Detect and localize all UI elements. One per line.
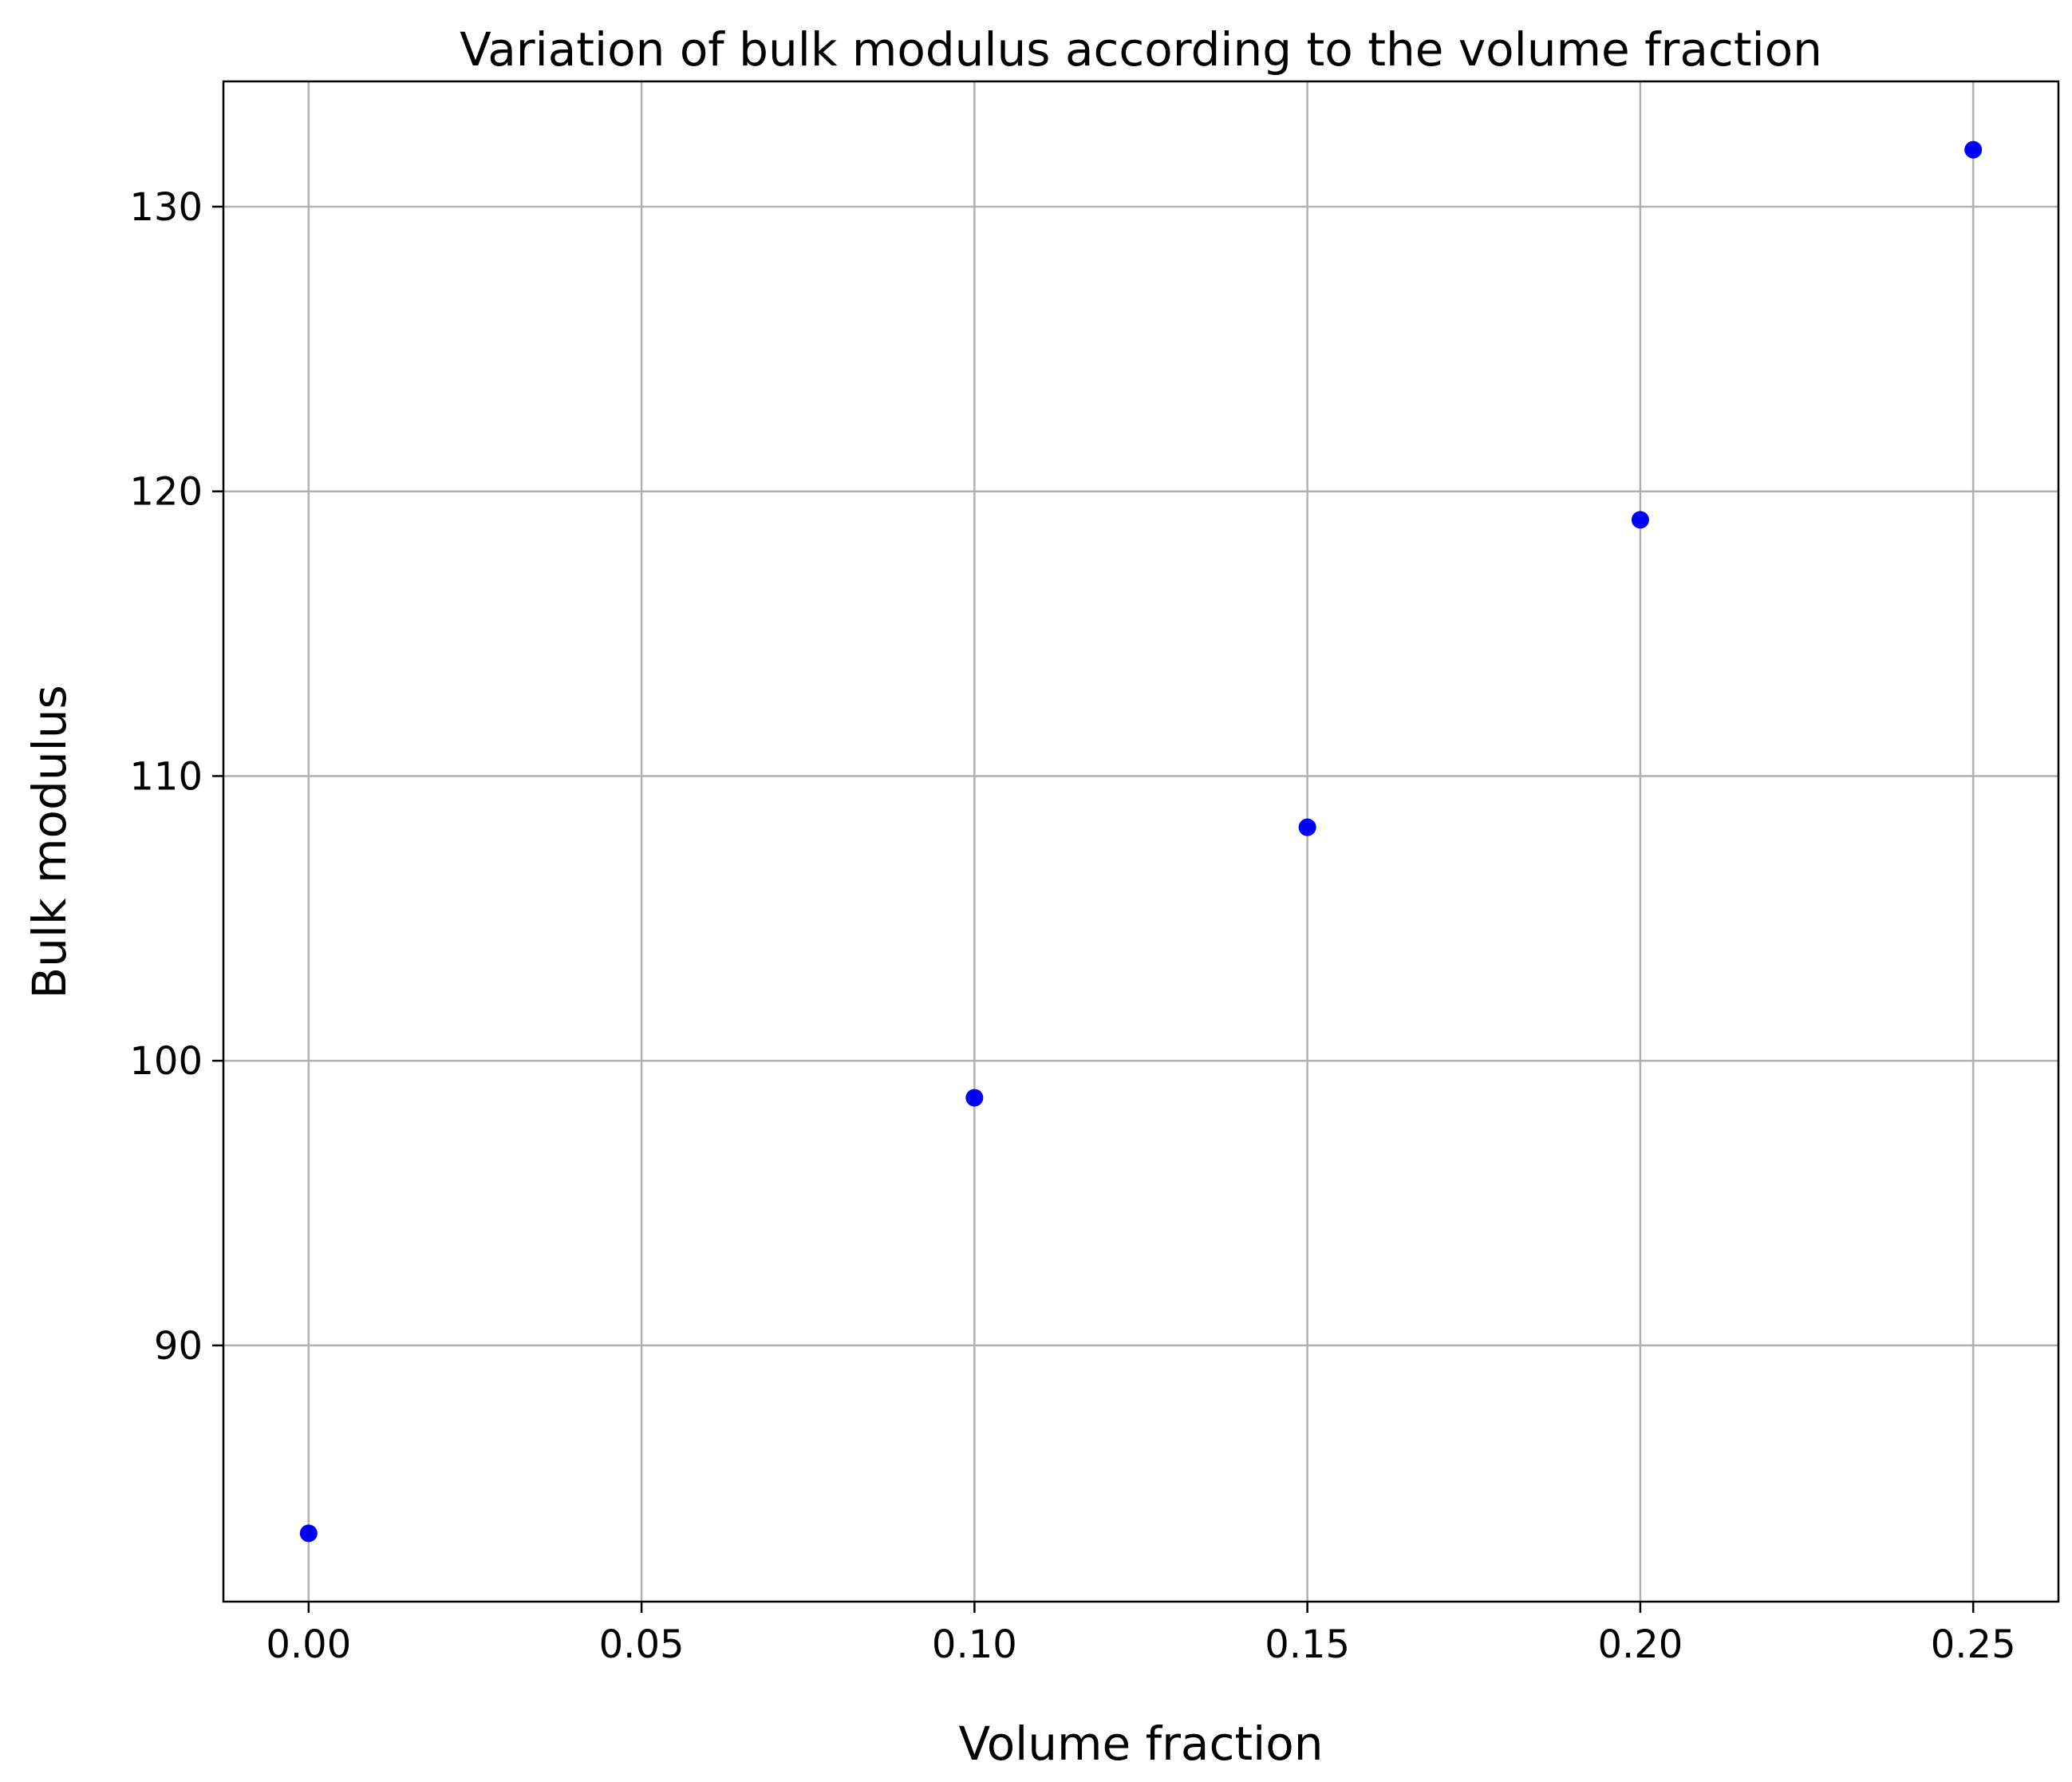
- y-tick-label: 110: [129, 754, 203, 799]
- data-point: [965, 1089, 984, 1107]
- axis-ticks: 0.00 0.05 0.10 0.15 0.20 0.25 90 100 110 120 130: [129, 185, 2015, 1667]
- data-points: [299, 140, 1983, 1543]
- data-point: [299, 1524, 318, 1543]
- plot-frame: [222, 80, 2060, 1603]
- x-tick-label: 0.25: [1931, 1622, 2016, 1667]
- y-tick-label: 100: [129, 1039, 203, 1084]
- x-tick-label: 0.00: [266, 1622, 351, 1667]
- y-tick-label: 120: [129, 470, 203, 515]
- y-axis-label: Bulk modulus: [22, 685, 77, 998]
- x-tick-label: 0.15: [1265, 1622, 1350, 1667]
- x-tick-label: 0.05: [599, 1622, 685, 1667]
- data-point: [1964, 140, 1983, 159]
- data-point: [1298, 818, 1316, 836]
- chart-title: Variation of bulk modulus according to t…: [460, 22, 1822, 77]
- x-tick-label: 0.20: [1597, 1622, 1683, 1667]
- x-axis-label: Volume fraction: [959, 1717, 1324, 1771]
- y-tick-label: 130: [129, 185, 203, 230]
- data-point: [1631, 511, 1649, 529]
- y-tick-label: 90: [154, 1324, 203, 1369]
- grid-lines: [223, 81, 2058, 1602]
- x-tick-label: 0.10: [932, 1622, 1017, 1667]
